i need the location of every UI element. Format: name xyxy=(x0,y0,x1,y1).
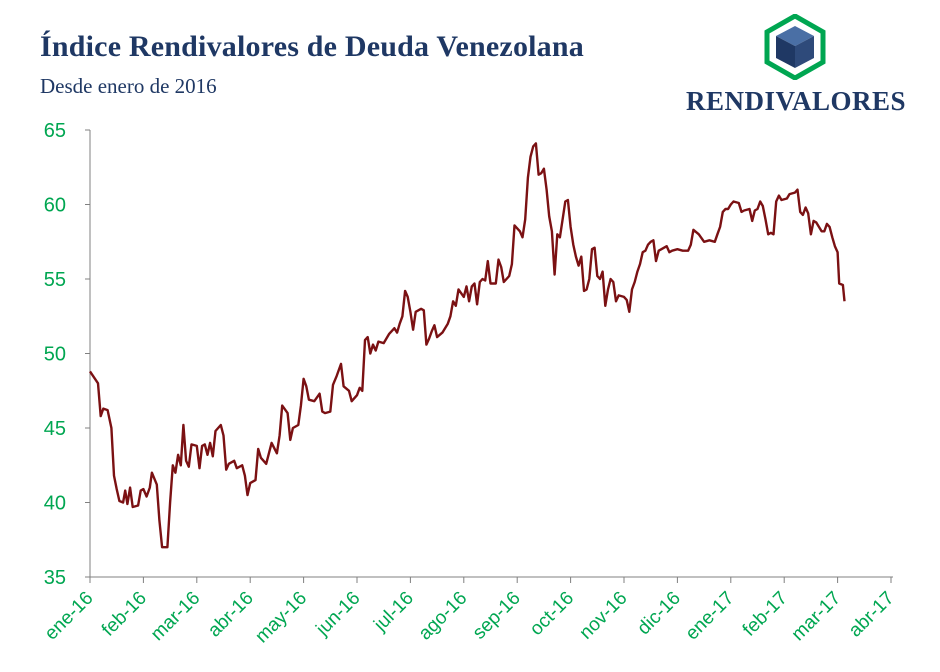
x-tick-label: dic-16 xyxy=(633,588,684,639)
x-tick-label: mar-16 xyxy=(147,588,204,645)
x-tick-label: mar-17 xyxy=(788,588,845,645)
series-line xyxy=(89,142,846,549)
page-title: Índice Rendivalores de Deuda Venezolana xyxy=(40,30,584,63)
brand-name: RENDIVALORES xyxy=(686,86,907,116)
x-tick-label: abr-17 xyxy=(845,588,899,642)
x-tick-label: oct-16 xyxy=(526,588,578,640)
x-tick-label: ene-16 xyxy=(41,588,98,645)
y-tick-label: 55 xyxy=(44,269,66,291)
x-tick-label: feb-16 xyxy=(98,588,151,641)
y-tick-label: 50 xyxy=(44,344,66,366)
y-tick-label: 35 xyxy=(44,567,66,589)
x-tick-label: abr-16 xyxy=(204,588,258,642)
x-tick-label: may-16 xyxy=(251,588,311,648)
cube-hexagon-logo-icon xyxy=(764,14,826,80)
x-tick-label: ene-17 xyxy=(682,588,739,645)
y-tick-label: 45 xyxy=(44,418,66,440)
page-subtitle: Desde enero de 2016 xyxy=(40,74,217,98)
y-tick-label: 60 xyxy=(44,195,66,217)
x-tick-label: ago-16 xyxy=(415,588,472,645)
x-tick-label: sep-16 xyxy=(469,588,525,644)
x-tick-label: jun-16 xyxy=(312,588,365,641)
x-tick-label: jul-16 xyxy=(370,588,418,636)
x-tick-label: feb-17 xyxy=(739,588,792,641)
y-tick-label: 40 xyxy=(44,493,66,515)
x-tick-label: nov-16 xyxy=(576,588,632,644)
y-tick-label: 65 xyxy=(44,120,66,142)
